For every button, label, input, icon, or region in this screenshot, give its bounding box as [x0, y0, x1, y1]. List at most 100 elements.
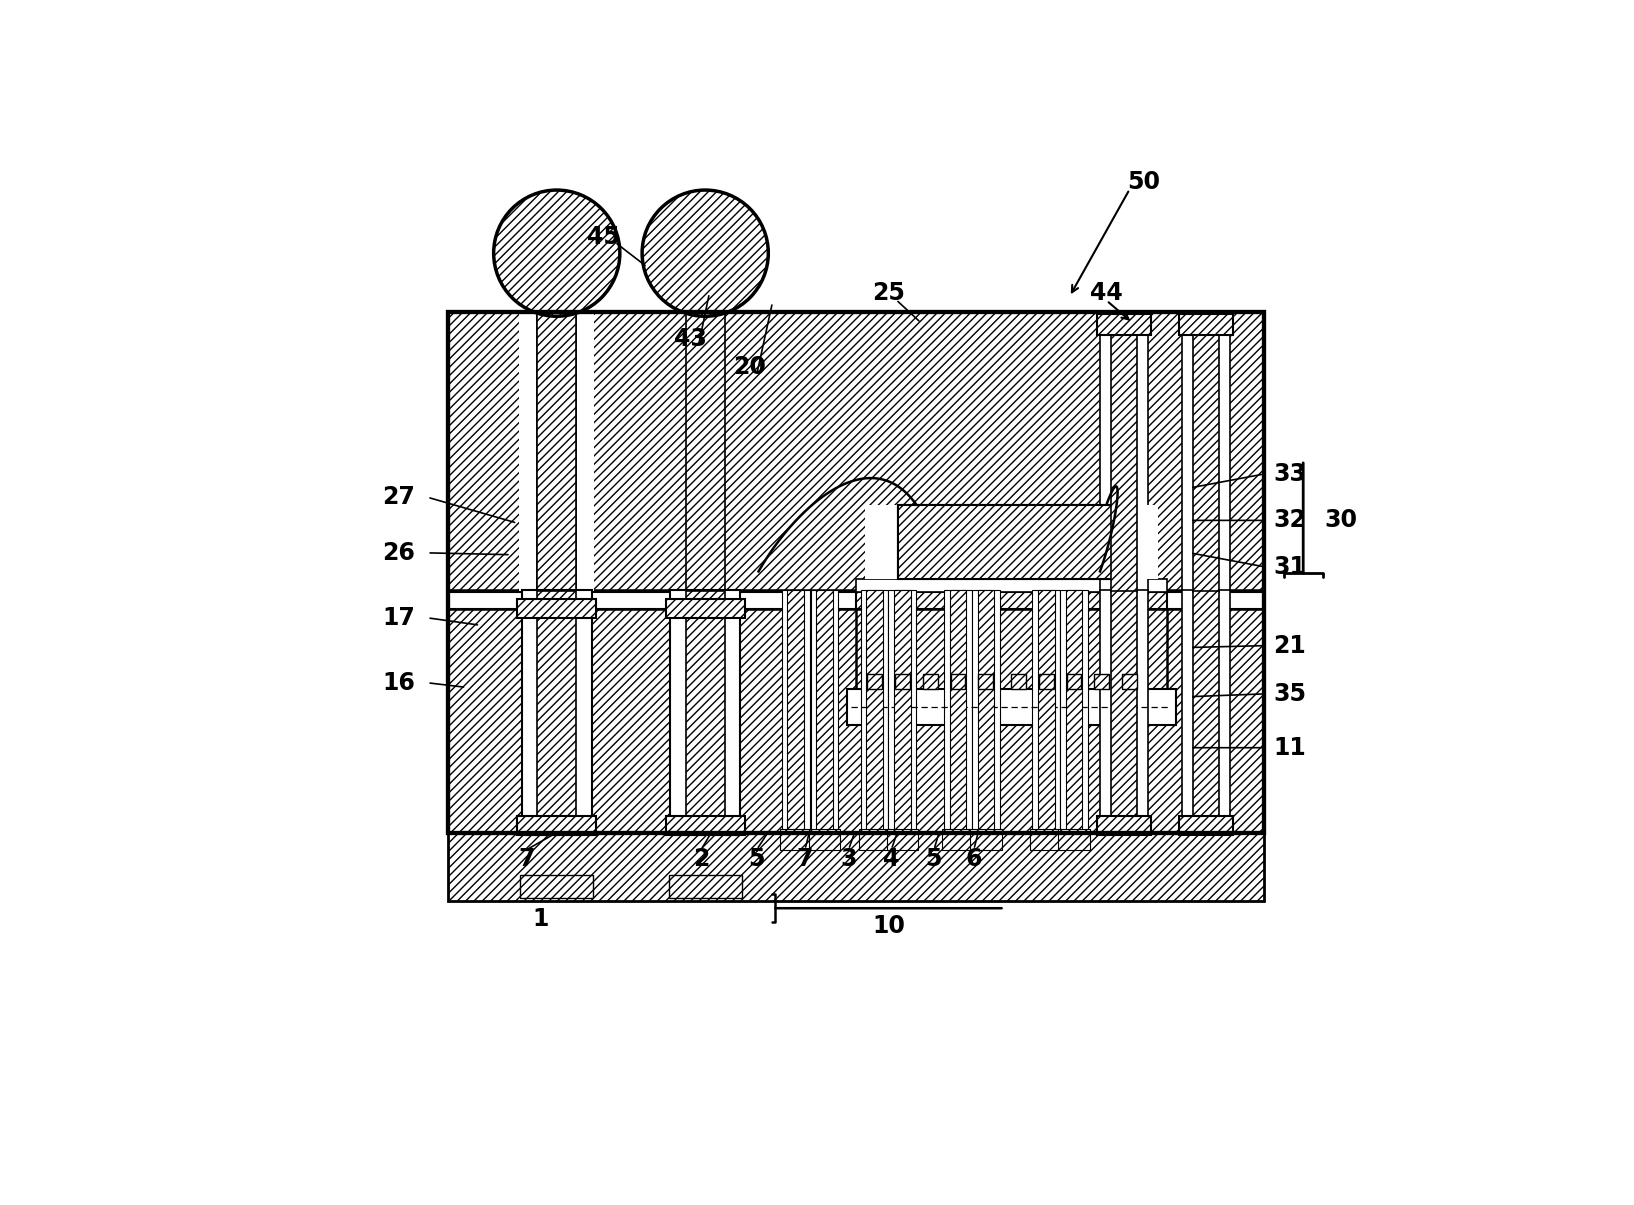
Bar — [1178, 315, 1232, 335]
Bar — [668, 875, 742, 898]
Text: 7: 7 — [518, 847, 534, 871]
Text: 31: 31 — [1273, 554, 1307, 578]
Bar — [944, 590, 972, 833]
Bar — [518, 816, 596, 835]
Bar — [979, 675, 993, 689]
Bar — [894, 590, 910, 833]
Bar — [665, 599, 745, 618]
Bar — [856, 609, 1167, 692]
Text: 26: 26 — [382, 541, 415, 565]
Bar — [448, 312, 1265, 833]
Bar — [520, 875, 593, 898]
Bar — [686, 590, 725, 834]
Bar — [859, 829, 891, 850]
Bar — [788, 590, 804, 833]
Bar — [846, 689, 1176, 724]
Bar — [448, 312, 1265, 590]
Bar — [670, 590, 740, 835]
Bar — [448, 312, 1265, 833]
Text: 35: 35 — [1273, 682, 1307, 706]
Bar — [949, 590, 966, 833]
Bar — [781, 590, 809, 833]
Text: 3: 3 — [840, 847, 856, 871]
Bar — [897, 505, 1126, 578]
Bar — [518, 599, 596, 618]
Text: 32: 32 — [1273, 509, 1307, 533]
Bar — [1096, 816, 1150, 835]
Text: 11: 11 — [1273, 736, 1306, 759]
Text: 33: 33 — [1273, 462, 1307, 486]
Bar — [889, 590, 917, 833]
Text: 20: 20 — [732, 355, 766, 380]
Bar — [448, 609, 1265, 833]
Bar — [972, 590, 1000, 833]
Bar — [1060, 590, 1088, 833]
Bar — [1039, 675, 1054, 689]
Bar — [1100, 590, 1149, 835]
Text: 30: 30 — [1325, 509, 1358, 533]
Bar — [810, 590, 838, 833]
Bar — [923, 675, 938, 689]
Bar — [538, 590, 577, 834]
Text: 1: 1 — [533, 907, 549, 931]
Bar — [1067, 675, 1082, 689]
Text: 27: 27 — [382, 486, 415, 510]
Text: 16: 16 — [382, 671, 415, 695]
Bar — [895, 675, 910, 689]
Bar — [1011, 675, 1026, 689]
Text: 6: 6 — [966, 847, 982, 871]
Bar — [1123, 675, 1137, 689]
Bar — [856, 578, 1167, 592]
Bar — [1111, 590, 1137, 834]
Bar — [520, 312, 595, 592]
Bar — [951, 675, 966, 689]
Text: 25: 25 — [873, 281, 905, 305]
Bar — [897, 505, 1126, 578]
Text: 10: 10 — [873, 913, 905, 937]
Text: 5: 5 — [926, 847, 943, 871]
Text: 50: 50 — [1127, 170, 1160, 194]
Bar — [868, 675, 882, 689]
Bar — [448, 833, 1265, 901]
Text: 43: 43 — [675, 328, 708, 352]
Text: 17: 17 — [382, 606, 415, 630]
Bar — [1193, 312, 1219, 592]
Bar — [866, 590, 882, 833]
Bar — [1031, 829, 1062, 850]
Bar — [943, 829, 974, 850]
Bar — [1033, 590, 1060, 833]
Bar — [887, 829, 918, 850]
Bar — [1181, 312, 1230, 592]
Text: 7: 7 — [797, 847, 814, 871]
Bar — [977, 590, 993, 833]
Text: 44: 44 — [1090, 281, 1123, 305]
Bar — [971, 829, 1002, 850]
Text: 21: 21 — [1273, 634, 1306, 658]
Circle shape — [642, 190, 768, 316]
Circle shape — [493, 190, 619, 316]
Bar — [1095, 675, 1109, 689]
Bar — [1059, 829, 1090, 850]
Bar — [856, 592, 1167, 609]
Bar — [521, 590, 592, 835]
Bar — [1096, 315, 1150, 335]
Bar — [1065, 590, 1082, 833]
Bar — [1181, 590, 1230, 835]
Bar — [1038, 590, 1054, 833]
Bar — [809, 829, 840, 850]
Text: 4: 4 — [882, 847, 899, 871]
Bar — [1193, 590, 1219, 834]
Bar — [779, 829, 812, 850]
Text: 45: 45 — [587, 225, 619, 249]
Bar — [538, 312, 577, 592]
Bar — [1178, 816, 1232, 835]
Bar — [1100, 312, 1149, 592]
Bar — [1111, 312, 1137, 592]
Bar — [448, 592, 1265, 609]
Text: 2: 2 — [693, 847, 709, 871]
Bar — [538, 312, 577, 592]
Bar — [866, 505, 1157, 578]
Bar — [861, 590, 889, 833]
Bar — [665, 816, 745, 835]
Bar — [815, 590, 833, 833]
